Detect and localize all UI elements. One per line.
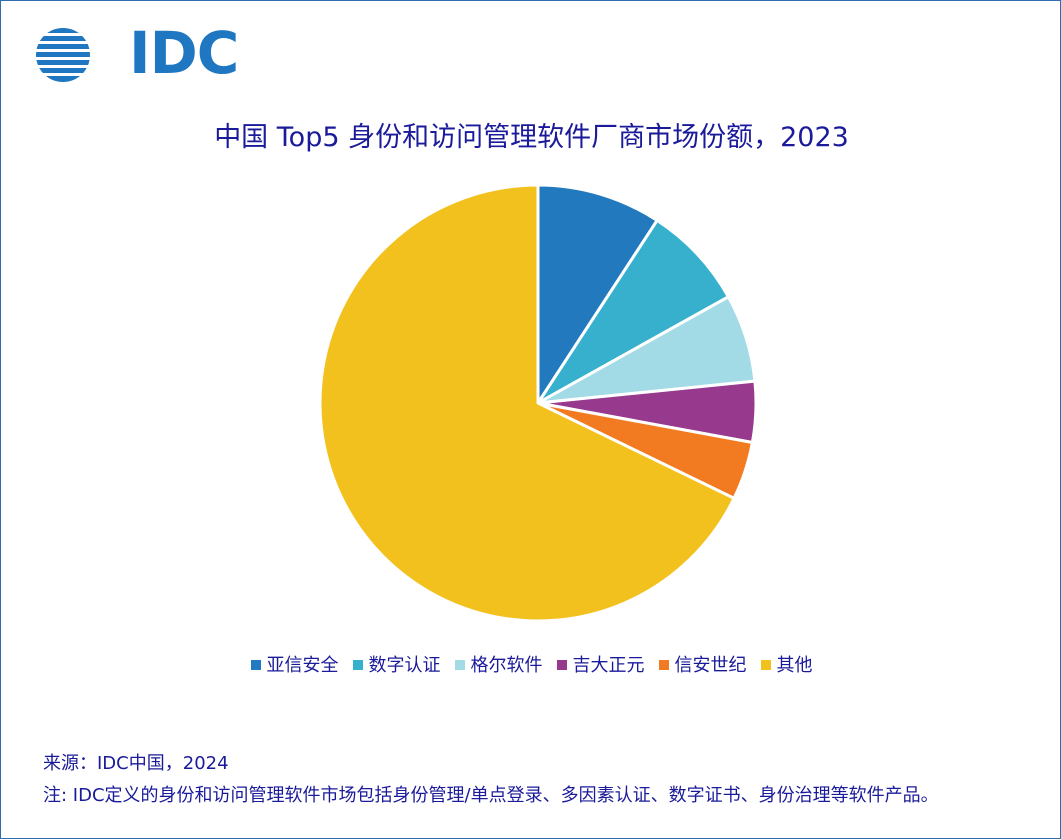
pie-slice-5 <box>318 183 736 623</box>
legend-swatch-5 <box>760 660 771 670</box>
definition-note: 注: IDC定义的身份和访问管理软件市场包括身份管理/单点登录、多因素认证、数字… <box>43 785 939 806</box>
legend-label-2: 格尔软件 <box>470 655 543 676</box>
legend-item-2: 格尔软件 <box>454 651 543 677</box>
legend-label-4: 信安世纪 <box>674 655 747 676</box>
logo-text: IDC <box>129 19 239 87</box>
chart-legend: 亚信安全 数字认证 格尔软件 吉大正元 信安世纪 其他 <box>1 651 1061 677</box>
legend-item-3: 吉大正元 <box>556 651 645 677</box>
legend-swatch-3 <box>556 660 567 670</box>
legend-item-0: 亚信安全 <box>250 651 339 677</box>
legend-item-1: 数字认证 <box>352 651 441 677</box>
legend-swatch-4 <box>658 660 669 670</box>
legend-label-0: 亚信安全 <box>266 655 339 676</box>
legend-label-5: 其他 <box>776 655 813 676</box>
chart-title: 中国 Top5 身份和访问管理软件厂商市场份额，2023 <box>214 122 849 153</box>
source-note: 来源：IDC中国，2024 <box>43 753 229 774</box>
pie-slice-0 <box>536 183 659 405</box>
legend-label-1: 数字认证 <box>368 655 441 676</box>
legend-swatch-0 <box>250 660 261 670</box>
legend-item-4: 信安世纪 <box>658 651 747 677</box>
legend-swatch-1 <box>352 660 363 670</box>
legend-swatch-2 <box>454 660 465 670</box>
globe-stripes-icon <box>36 28 90 82</box>
legend-item-5: 其他 <box>760 651 813 677</box>
legend-label-3: 吉大正元 <box>572 655 645 676</box>
idc-logo: IDC <box>35 21 239 87</box>
pie-slice-1 <box>536 218 730 405</box>
